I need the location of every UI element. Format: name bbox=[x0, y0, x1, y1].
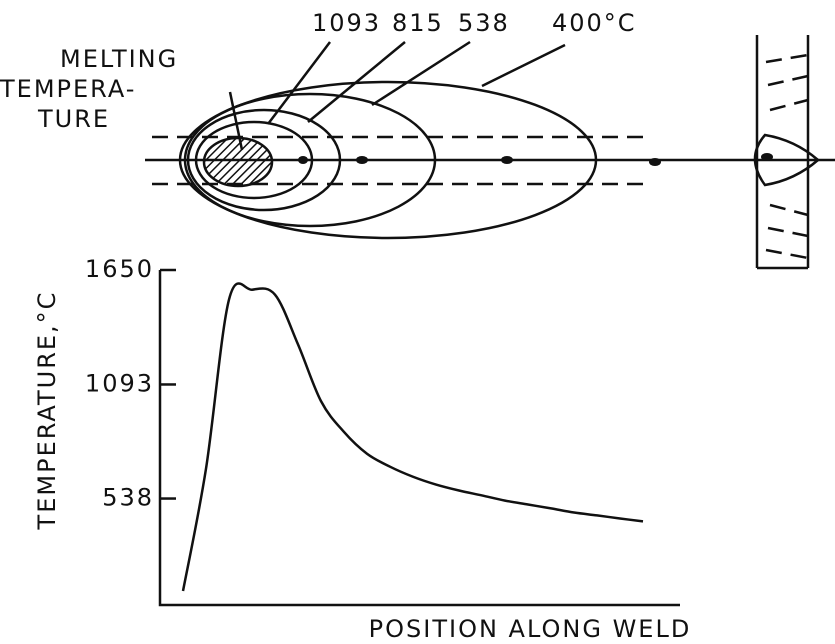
melting-label: TURE bbox=[37, 105, 110, 133]
temperature-curve bbox=[183, 283, 643, 591]
leader bbox=[372, 42, 470, 105]
isotherm-label: 538 bbox=[458, 9, 510, 37]
page: 1093 815 538 400°C MELTING TEMPERA- TURE… bbox=[0, 0, 835, 644]
dot bbox=[761, 153, 773, 161]
weld-pool bbox=[204, 138, 272, 186]
weld-section bbox=[755, 35, 818, 268]
melting-label: TEMPERA- bbox=[0, 75, 136, 103]
weld-plan: 1093 815 538 400°C MELTING TEMPERA- TURE bbox=[0, 9, 835, 238]
leader bbox=[482, 45, 565, 86]
y-axis-label: TEMPERATURE,°C bbox=[33, 291, 61, 531]
dot bbox=[501, 156, 513, 164]
isotherm-label: 1093 bbox=[312, 9, 381, 37]
isotherm-label: 400°C bbox=[552, 9, 637, 37]
temperature-chart: TEMPERATURE,°C POSITION ALONG WELD 538 10… bbox=[33, 255, 691, 643]
x-axis-label: POSITION ALONG WELD bbox=[369, 615, 692, 643]
y-tick-label: 1650 bbox=[85, 255, 154, 283]
plate bbox=[757, 35, 808, 268]
isotherm-label: 815 bbox=[392, 9, 444, 37]
melting-label: MELTING bbox=[60, 45, 178, 73]
dot bbox=[649, 158, 661, 166]
y-tick-label: 1093 bbox=[85, 369, 154, 397]
y-tick-label: 538 bbox=[102, 484, 154, 512]
axes bbox=[160, 270, 680, 605]
dot bbox=[298, 156, 308, 164]
dot bbox=[356, 156, 368, 164]
